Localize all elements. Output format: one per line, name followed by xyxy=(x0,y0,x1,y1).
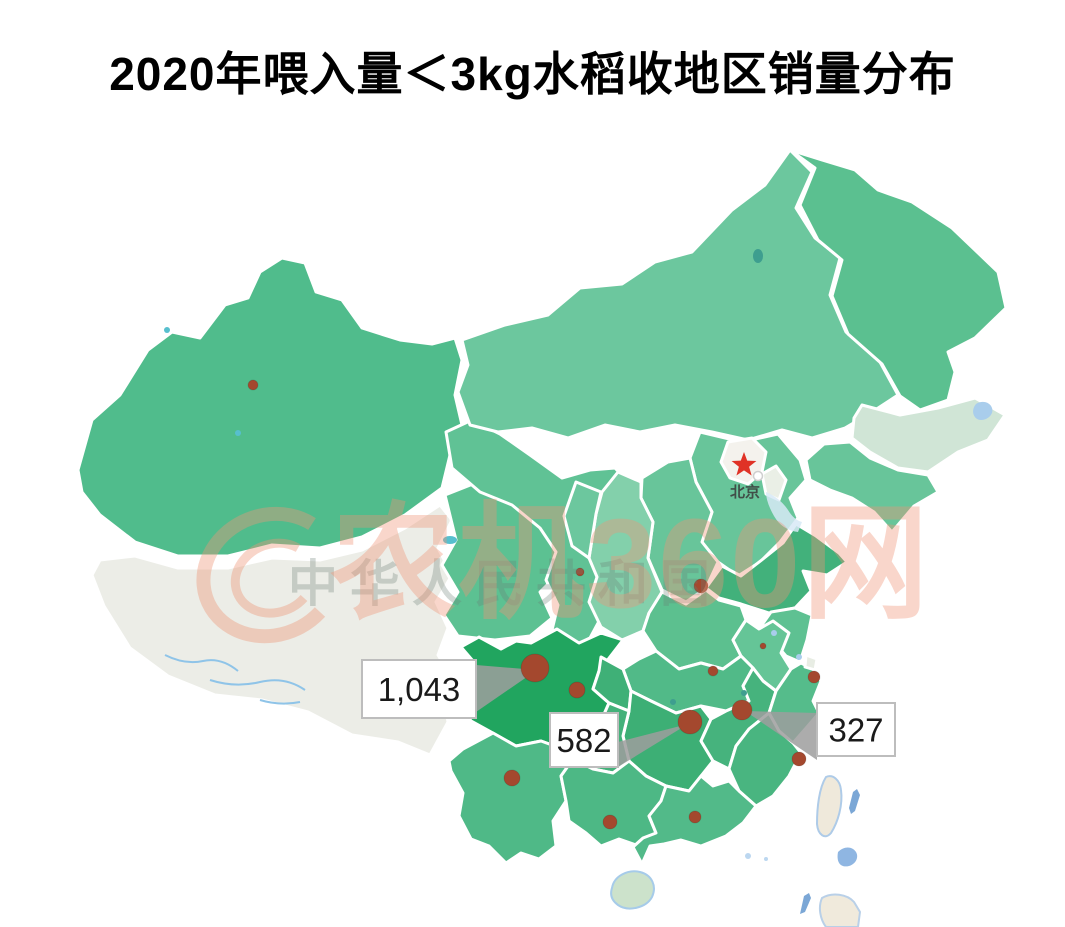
river-1 xyxy=(164,654,239,672)
callout-value: 327 xyxy=(828,712,883,749)
province-xinjiang xyxy=(76,256,464,558)
province-tianjin xyxy=(760,464,788,502)
capital-star-icon xyxy=(731,452,757,476)
water-features xyxy=(164,249,993,927)
province-jilin xyxy=(850,396,1007,474)
island-taiwan xyxy=(815,775,843,838)
sales-bubble xyxy=(731,699,753,721)
city-circle-marker xyxy=(752,470,764,482)
island-4 xyxy=(745,853,751,859)
callout-box xyxy=(361,659,477,719)
sales-bubble xyxy=(791,751,807,767)
province-liaoning xyxy=(804,440,940,534)
river-2 xyxy=(209,679,306,691)
river-3 xyxy=(259,699,301,705)
lake-small-1 xyxy=(235,430,241,436)
sales-bubble xyxy=(688,810,702,824)
callout-leader xyxy=(618,724,688,767)
province-shandong xyxy=(704,522,849,615)
province-hainan xyxy=(610,870,655,910)
callout-box xyxy=(816,702,896,757)
chart-title: 2020年喂入量＜3kg水稻收地区销量分布 xyxy=(109,48,956,100)
callout-leader xyxy=(476,665,537,712)
capital-marker: 北京 xyxy=(730,452,764,501)
lake-qinghai xyxy=(443,536,457,544)
callout-box xyxy=(549,712,619,768)
island-5 xyxy=(764,857,768,861)
sales-bubble xyxy=(677,709,703,735)
sales-bubble xyxy=(575,567,585,577)
island-6 xyxy=(818,893,862,927)
province-shapes xyxy=(76,148,1008,910)
island-3 xyxy=(800,893,811,914)
lake-border-ne xyxy=(973,401,993,420)
island-1 xyxy=(849,789,860,814)
lake-dongting xyxy=(670,699,676,705)
lake-hongze xyxy=(771,630,777,636)
data-bubbles xyxy=(247,379,821,830)
province-shanghai xyxy=(803,653,819,672)
lake-hulun xyxy=(753,249,763,263)
sales-bubble xyxy=(807,670,821,684)
sales-bubble xyxy=(707,665,719,677)
data-callout-labels: 1,043 582 327 xyxy=(361,659,896,768)
sales-bubble xyxy=(247,379,259,391)
lake-small-2 xyxy=(164,327,170,333)
lake-taihu xyxy=(796,654,802,660)
province-heilongjiang xyxy=(788,148,1008,412)
callout-value: 1,043 xyxy=(378,671,461,708)
island-2 xyxy=(837,847,858,867)
sales-bubble xyxy=(602,814,618,830)
sales-bubble xyxy=(568,681,586,699)
sales-bubble xyxy=(759,642,767,650)
sales-bubble xyxy=(693,578,709,594)
capital-label: 北京 xyxy=(730,483,760,501)
sales-bubble xyxy=(503,769,521,787)
watermark-logo-swoosh xyxy=(196,506,326,644)
bohai-bay xyxy=(766,492,802,532)
lake-poyang xyxy=(741,690,747,696)
callout-leader xyxy=(745,711,817,760)
callout-leader-lines xyxy=(476,665,817,767)
sales-bubble xyxy=(520,653,550,683)
callout-value: 582 xyxy=(556,722,611,759)
province-ningxia xyxy=(562,480,603,560)
